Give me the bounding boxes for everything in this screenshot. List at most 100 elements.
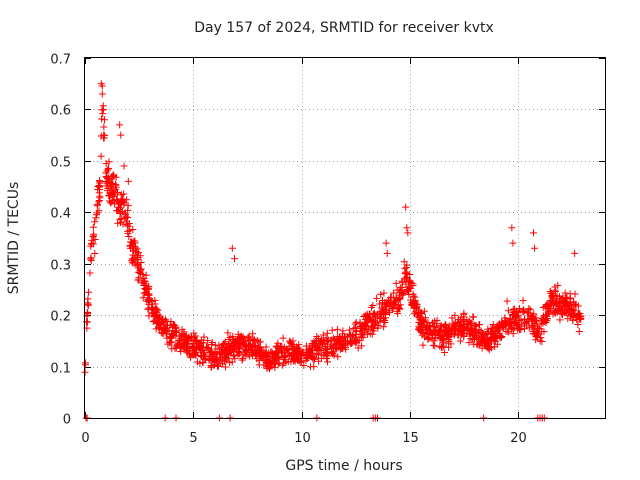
data-point xyxy=(392,279,400,287)
x-tick-label: 10 xyxy=(294,431,311,446)
data-point xyxy=(577,315,585,323)
data-point xyxy=(255,338,263,346)
data-point xyxy=(114,203,122,211)
y-tick-label: 0.1 xyxy=(50,362,71,377)
data-point xyxy=(285,345,293,353)
data-point xyxy=(241,345,249,353)
data-point xyxy=(429,341,437,349)
data-point xyxy=(224,329,232,337)
data-point xyxy=(255,347,263,355)
data-point xyxy=(134,264,142,272)
data-point xyxy=(519,306,527,314)
data-point xyxy=(114,219,122,227)
data-point xyxy=(168,345,176,353)
data-point xyxy=(347,332,355,340)
data-point xyxy=(99,105,107,113)
data-point xyxy=(198,339,206,347)
data-point xyxy=(228,244,236,252)
data-point xyxy=(475,321,483,329)
data-point xyxy=(200,333,208,341)
data-point xyxy=(324,358,332,366)
data-point xyxy=(197,352,205,360)
data-point xyxy=(130,254,138,262)
data-point xyxy=(312,340,320,348)
data-point xyxy=(357,333,365,341)
data-point xyxy=(206,348,214,356)
data-point xyxy=(81,368,89,376)
y-tick-label: 0.5 xyxy=(50,156,71,171)
data-point xyxy=(344,340,352,348)
data-point xyxy=(336,345,344,353)
data-point xyxy=(100,123,108,131)
data-point xyxy=(95,189,103,197)
data-point xyxy=(94,186,102,194)
data-point xyxy=(129,259,137,267)
data-point xyxy=(243,347,251,355)
data-point xyxy=(294,352,302,360)
data-point xyxy=(172,327,180,335)
data-point xyxy=(465,339,473,347)
data-point xyxy=(364,313,372,321)
data-point xyxy=(398,291,406,299)
data-point xyxy=(137,259,145,267)
data-point xyxy=(186,352,194,360)
data-point xyxy=(317,346,325,354)
data-point xyxy=(143,288,151,296)
data-point xyxy=(544,308,552,316)
data-point xyxy=(469,329,477,337)
data-point xyxy=(164,340,172,348)
data-point xyxy=(87,254,95,262)
data-point xyxy=(124,229,132,237)
data-point xyxy=(384,300,392,308)
data-point xyxy=(231,255,238,263)
plot-frame xyxy=(84,57,606,419)
data-point xyxy=(192,348,200,356)
data-points xyxy=(81,80,585,422)
data-point xyxy=(264,363,272,371)
x-axis-label: GPS time / hours xyxy=(285,458,402,474)
data-point xyxy=(230,336,238,344)
data-point xyxy=(415,324,423,332)
data-point xyxy=(323,329,331,337)
data-point xyxy=(263,362,271,370)
data-point xyxy=(309,353,317,361)
data-point xyxy=(336,338,344,346)
data-point xyxy=(148,297,156,305)
data-point xyxy=(557,295,565,303)
data-point xyxy=(137,270,145,278)
data-point xyxy=(504,307,512,315)
data-point xyxy=(240,350,248,358)
data-point xyxy=(121,215,129,223)
data-point xyxy=(525,324,533,332)
data-point xyxy=(191,336,199,344)
data-point xyxy=(117,191,125,199)
data-point xyxy=(467,335,475,343)
data-point xyxy=(382,239,390,247)
data-point xyxy=(517,325,525,333)
data-point xyxy=(85,288,93,296)
data-point xyxy=(97,132,105,140)
y-tick-label: 0.3 xyxy=(50,259,71,274)
data-point xyxy=(574,312,582,320)
data-point xyxy=(109,190,117,198)
data-point xyxy=(400,258,408,266)
data-point xyxy=(521,318,529,326)
data-point xyxy=(295,341,303,349)
data-point xyxy=(517,316,525,324)
data-point xyxy=(238,341,246,349)
data-point xyxy=(113,189,121,197)
x-tick-label: 15 xyxy=(402,431,419,446)
data-point xyxy=(127,238,135,246)
data-point xyxy=(145,301,153,309)
data-point xyxy=(376,318,384,326)
data-point xyxy=(279,334,287,342)
data-point xyxy=(234,339,242,347)
data-point xyxy=(423,321,431,329)
data-point xyxy=(528,314,536,322)
data-point xyxy=(110,172,118,180)
data-point xyxy=(343,333,351,341)
data-point xyxy=(571,311,579,319)
data-point xyxy=(178,326,186,334)
data-point xyxy=(359,334,367,342)
